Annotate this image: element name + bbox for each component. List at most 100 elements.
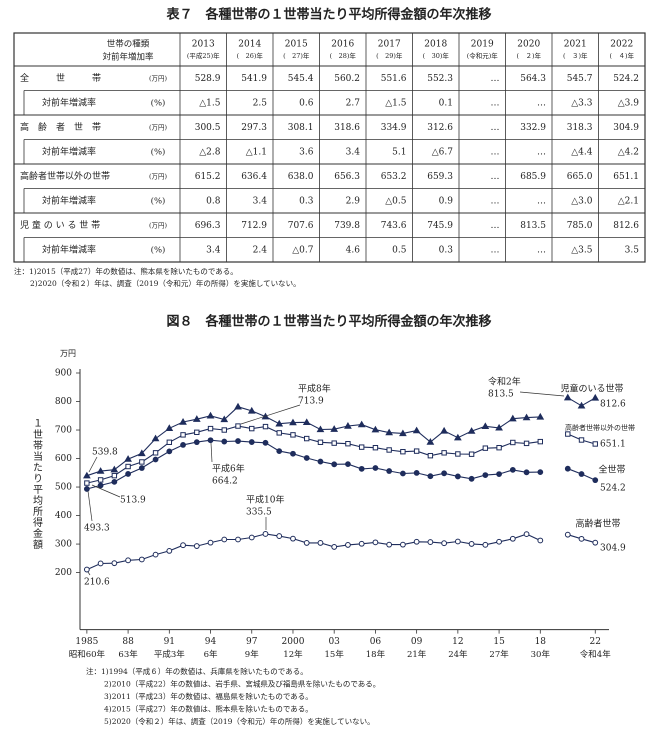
- table-cell: …: [491, 196, 500, 206]
- table-cell: 812.6: [613, 221, 639, 231]
- table-cell: 3.4: [346, 147, 361, 157]
- annotation: 664.2: [212, 477, 238, 487]
- point: [235, 423, 241, 429]
- point: [537, 469, 544, 476]
- x-tick-label: 12: [452, 637, 463, 647]
- point: [83, 486, 90, 492]
- table-cell: 665.0: [567, 172, 593, 182]
- x-tick-label: 18: [535, 637, 547, 647]
- point: [592, 441, 598, 447]
- point: [508, 414, 517, 422]
- row-unit: (万円): [149, 74, 168, 82]
- point: [454, 473, 461, 480]
- point: [97, 477, 104, 483]
- series-line: [86, 533, 596, 571]
- x-tick-label: 2000: [282, 637, 305, 647]
- point: [496, 471, 502, 478]
- point: [194, 429, 200, 436]
- annotation: 513.9: [120, 496, 146, 506]
- point: [537, 537, 544, 544]
- point: [180, 542, 186, 549]
- point: [371, 425, 380, 433]
- y-tick-label: 600: [55, 454, 72, 464]
- table-cell: 4.6: [346, 245, 361, 255]
- x-tick-sublabel: 昭和60年: [69, 649, 106, 660]
- point: [468, 475, 475, 482]
- point: [289, 418, 297, 426]
- table-cell: …: [491, 245, 500, 255]
- point: [317, 540, 324, 546]
- point: [166, 548, 173, 554]
- point: [440, 426, 448, 434]
- point: [290, 432, 296, 438]
- point: [386, 468, 393, 474]
- annotation: 210.6: [84, 578, 110, 588]
- point: [207, 437, 214, 444]
- chart-title: 図８ 各種世帯の１世帯当たり平均所得金額の年次推移: [166, 314, 491, 330]
- table-frame: [13, 32, 646, 263]
- point: [509, 466, 516, 473]
- row-label: 全 世 帯: [20, 72, 101, 84]
- column-era: ( 27)年: [283, 51, 310, 60]
- point: [357, 420, 366, 428]
- column-year: 2019: [471, 40, 494, 50]
- table-cell: 332.9: [520, 123, 546, 133]
- annotation: 493.3: [84, 524, 110, 534]
- point: [303, 540, 310, 546]
- x-tick-sublabel: 15年: [325, 649, 345, 660]
- x-tick-label: 1985: [75, 637, 98, 647]
- column-era: (平成25)年: [187, 51, 220, 60]
- point: [166, 439, 173, 445]
- point: [358, 465, 365, 472]
- table-cell: △4.4: [571, 147, 593, 157]
- column-year: 2018: [424, 40, 447, 50]
- table-cell: 743.6: [381, 221, 407, 231]
- table-cell: …: [491, 74, 500, 84]
- point: [331, 440, 337, 446]
- table-note: 注：1)2015（平成27）年の数値は、熊本県を除いたものである。: [14, 266, 238, 276]
- table-cell: 312.6: [427, 123, 453, 133]
- point: [522, 413, 531, 421]
- point: [220, 415, 229, 423]
- table-cell: 308.1: [288, 123, 314, 133]
- table-cell: 615.2: [195, 172, 221, 182]
- row-label: 対前年増減率: [42, 194, 96, 206]
- point: [372, 539, 379, 546]
- end-value-label: 304.9: [600, 544, 626, 554]
- point: [83, 471, 91, 479]
- y-tick-label: 800: [55, 397, 72, 407]
- table-cell: △3.0: [571, 196, 593, 206]
- point: [509, 535, 516, 542]
- x-tick-sublabel: 21年: [407, 649, 427, 660]
- point: [137, 449, 146, 457]
- table-cell: 712.9: [241, 221, 267, 231]
- point: [454, 538, 461, 545]
- annotation: 813.5: [488, 390, 514, 400]
- table-cell: △0.5: [385, 196, 407, 206]
- table-cell: 552.3: [427, 74, 453, 84]
- point: [482, 541, 489, 548]
- point: [276, 533, 283, 539]
- point: [413, 448, 420, 454]
- table-title: 表７ 各種世帯の１世帯当たり平均所得金額の年次推移: [165, 7, 491, 23]
- table-cell: …: [491, 221, 500, 231]
- point: [345, 461, 351, 468]
- point: [290, 450, 296, 457]
- x-tick-sublabel: 18年: [366, 649, 386, 660]
- point: [96, 467, 105, 474]
- annotation: 713.9: [298, 397, 324, 407]
- point: [249, 425, 255, 432]
- point: [386, 447, 392, 453]
- column-era: ( 30)年: [423, 51, 450, 60]
- point: [510, 439, 516, 446]
- table-cell: …: [491, 123, 500, 133]
- row-unit: (%): [151, 244, 166, 255]
- point: [358, 444, 365, 450]
- point: [180, 432, 186, 438]
- point: [152, 450, 159, 456]
- table-cell: 0.1: [439, 98, 453, 108]
- point: [83, 566, 90, 573]
- table-cell: △3.9: [618, 98, 640, 108]
- point: [331, 544, 338, 550]
- table-cell: △1.1: [246, 147, 267, 157]
